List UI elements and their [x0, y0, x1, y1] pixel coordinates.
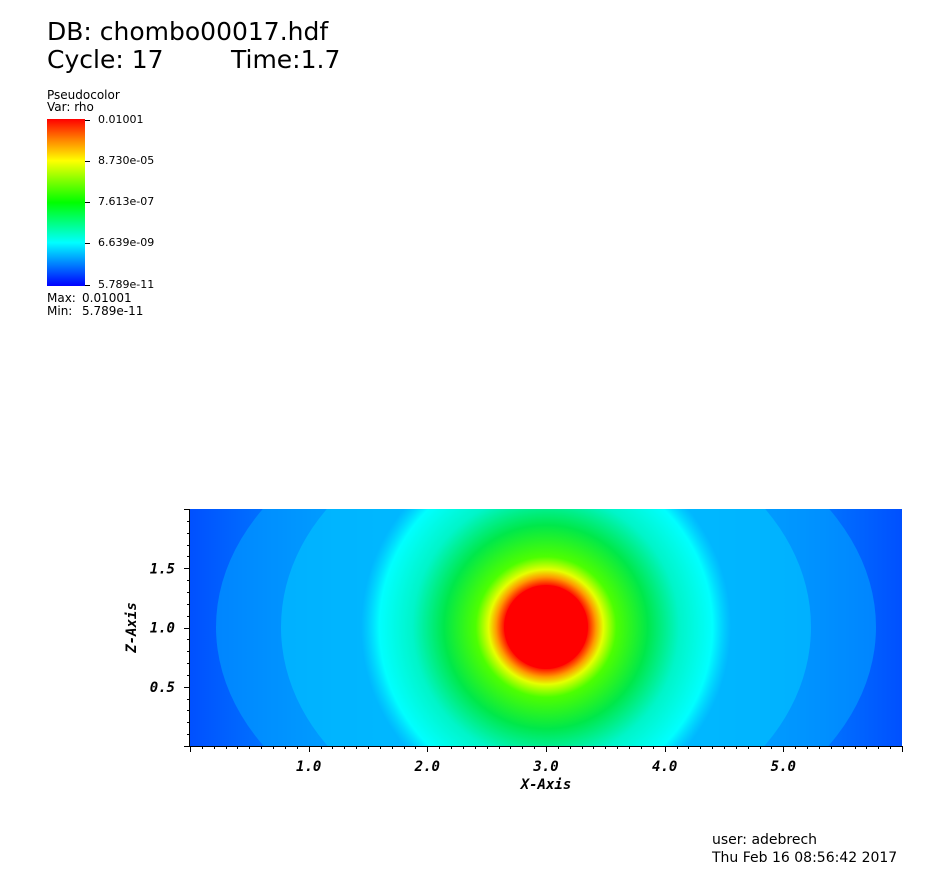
- colorbar: [47, 119, 85, 286]
- colorbar-tick: [85, 120, 90, 121]
- user-label: user: adebrech: [712, 832, 818, 848]
- x-axis-title: X-Axis: [520, 777, 572, 793]
- plot-axes: 1.0 2.0 3.0 4.0 5.0 0.5 1.0 1.5 X-Axis Z-Axis: [124, 509, 903, 793]
- legend-min: Min: 5.789e-11: [47, 304, 143, 318]
- cycle-label: Cycle: 17: [47, 45, 164, 74]
- y-tick-label: 1.0: [150, 621, 175, 637]
- cycle-time-line: Cycle: 17 Time:1.7: [47, 45, 340, 74]
- database-title: DB: chombo00017.hdf: [47, 17, 329, 46]
- min-label: Min:: [47, 304, 73, 318]
- max-value: 0.01001: [82, 291, 132, 305]
- time-label: Time:1.7: [231, 45, 341, 74]
- x-tick-label: 3.0: [532, 759, 558, 775]
- x-tick-label: 4.0: [652, 759, 677, 775]
- y-axis-title: Z-Axis: [124, 602, 140, 654]
- colorbar-tick: [85, 161, 90, 162]
- legend-variable: Var: rho: [47, 100, 94, 114]
- colorbar-label-min: 5.789e-11: [98, 278, 155, 291]
- density-core: [504, 585, 588, 669]
- max-label: Max:: [47, 291, 76, 305]
- y-tick-label: 1.5: [150, 561, 175, 577]
- x-tick-label: 2.0: [414, 759, 440, 775]
- colorbar-label-max: 0.01001: [98, 113, 144, 126]
- legend-plot-type: Pseudocolor: [47, 88, 120, 102]
- colorbar-tick: [85, 285, 90, 286]
- colorbar-label: 7.613e-07: [98, 195, 155, 208]
- x-tick-label: 5.0: [771, 759, 796, 775]
- x-tick-label: 1.0: [296, 759, 321, 775]
- min-value: 5.789e-11: [82, 304, 144, 318]
- y-tick-label: 0.5: [150, 680, 175, 696]
- colorbar-tick: [85, 202, 90, 203]
- colorbar-label: 8.730e-05: [98, 154, 155, 167]
- colorbar-tick: [85, 243, 90, 244]
- datetime-label: Thu Feb 16 08:56:42 2017: [712, 850, 898, 866]
- legend-max: Max: 0.01001: [47, 291, 132, 305]
- colorbar-label: 6.639e-09: [98, 236, 155, 249]
